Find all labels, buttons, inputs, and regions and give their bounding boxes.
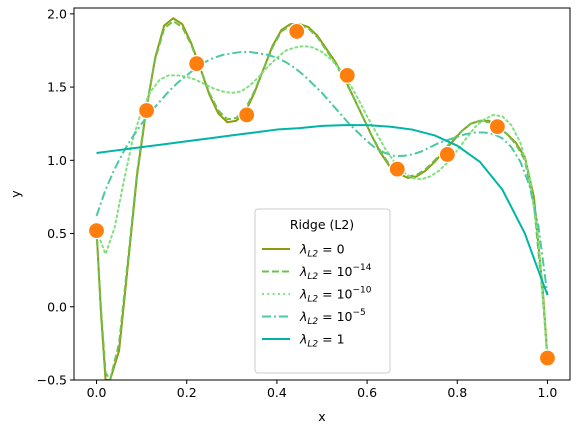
- x-tick-label: 0.0: [87, 385, 107, 400]
- series-line-3: [95, 50, 549, 296]
- series-line-1: [95, 20, 549, 380]
- y-tick-label: 1.0: [47, 153, 67, 168]
- y-axis-label: y: [8, 190, 23, 198]
- data-point: [538, 349, 557, 367]
- data-point: [188, 55, 206, 73]
- data-point: [288, 22, 306, 41]
- data-points: [87, 22, 557, 367]
- series-line-2: [95, 45, 549, 357]
- x-axis: 0.0 0.2 0.4 0.6 0.8 1.0: [87, 380, 558, 400]
- x-tick-label: 1.0: [538, 385, 558, 400]
- series-line-4: [96, 124, 549, 296]
- legend: Ridge (L2) λL2 = 0 λL2 = 10−14 λL2 = 10−10…: [254, 208, 391, 374]
- legend-label-1: λL2 = 10−14: [299, 263, 372, 282]
- legend-label-3: λL2 = 10−5: [299, 308, 366, 327]
- data-point: [438, 145, 456, 164]
- y-tick-label: −0.5: [37, 373, 67, 388]
- data-point: [488, 118, 507, 136]
- series-line-0: [95, 17, 549, 380]
- x-axis-label: x: [318, 409, 325, 424]
- x-tick-label: 0.4: [267, 385, 287, 400]
- y-tick-label: 0.0: [47, 299, 67, 314]
- y-axis: −0.5 0.0 0.5 1.0 1.5 2.0: [37, 6, 74, 388]
- x-tick-label: 0.6: [357, 385, 377, 400]
- data-point: [137, 101, 156, 120]
- legend-label-2: λL2 = 10−10: [299, 286, 372, 305]
- data-point: [238, 106, 256, 124]
- y-tick-label: 2.0: [47, 6, 67, 21]
- legend-title: Ridge (L2): [290, 217, 354, 232]
- data-point: [338, 66, 356, 84]
- y-tick-label: 0.5: [47, 226, 67, 241]
- y-tick-label: 1.5: [47, 80, 67, 95]
- data-point: [388, 160, 406, 178]
- x-tick-label: 0.2: [177, 385, 197, 400]
- plot-frame: [73, 7, 571, 381]
- legend-label-4: λL2 = 1: [299, 332, 345, 350]
- data-point: [87, 222, 106, 240]
- legend-label-0: λL2 = 0: [299, 242, 345, 260]
- x-tick-label: 0.8: [447, 385, 467, 400]
- series-lines: [95, 17, 549, 380]
